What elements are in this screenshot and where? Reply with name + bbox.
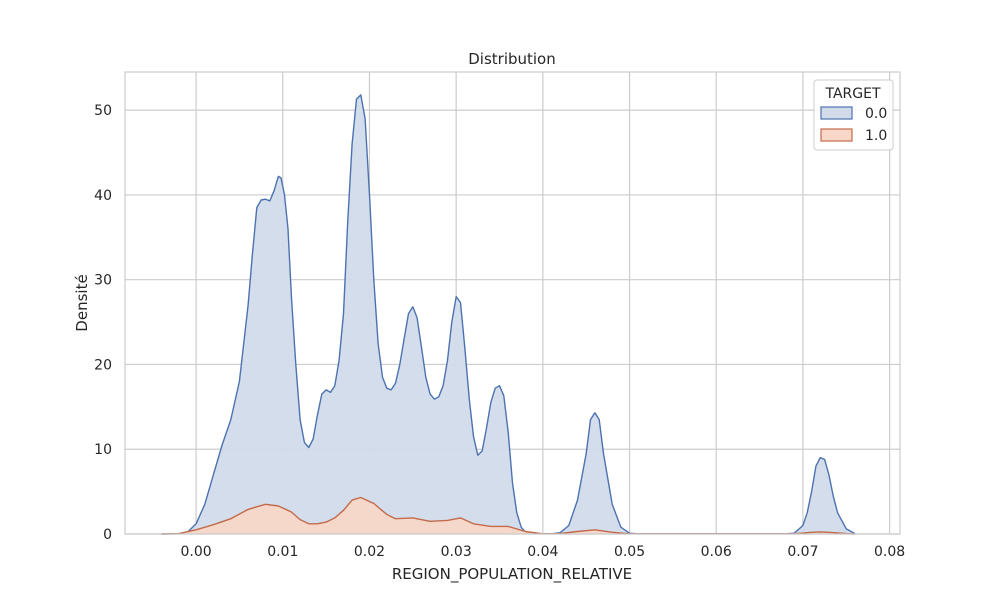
legend: TARGET 0.0 1.0: [813, 79, 894, 151]
x-tick-label: 0.07: [787, 544, 818, 560]
x-tick-label: 0.01: [267, 544, 298, 560]
legend-title: TARGET: [824, 86, 880, 102]
x-tick-label: 0.06: [701, 544, 732, 560]
legend-label-0: 0.0: [865, 106, 887, 122]
x-tick-label: 0.00: [180, 544, 211, 560]
legend-swatch-0: [820, 106, 853, 120]
x-tick-label: 0.04: [527, 544, 558, 560]
density-area-1: [161, 497, 855, 534]
y-axis-title: Densité: [73, 274, 91, 331]
x-tick-label: 0.08: [874, 544, 905, 560]
x-tick-label: 0.03: [441, 544, 472, 560]
y-tick-label: 10: [94, 442, 112, 458]
y-tick-label: 20: [94, 357, 112, 373]
density-area-0: [161, 94, 855, 535]
legend-swatch-1: [820, 128, 853, 142]
density-line-1: [161, 496, 855, 535]
x-tick-labels: 0.00 0.01 0.02 0.03 0.04 0.05 0.06 0.07 0.08: [180, 544, 905, 560]
density-line-0: [161, 94, 856, 535]
x-tick-label: 0.02: [354, 544, 385, 560]
y-tick-label: 0: [103, 527, 112, 543]
series-layer: [161, 94, 856, 535]
legend-label-1: 1.0: [865, 128, 887, 144]
x-axis-title: REGION_POPULATION_RELATIVE: [392, 565, 632, 584]
y-tick-labels: 0 10 20 30 40 50: [94, 103, 112, 543]
x-tick-label: 0.05: [614, 544, 645, 560]
chart-title: Distribution: [468, 50, 556, 68]
y-tick-label: 30: [94, 273, 112, 289]
y-tick-label: 50: [94, 103, 112, 119]
y-tick-label: 40: [94, 188, 112, 204]
plot-frame: [124, 71, 901, 535]
